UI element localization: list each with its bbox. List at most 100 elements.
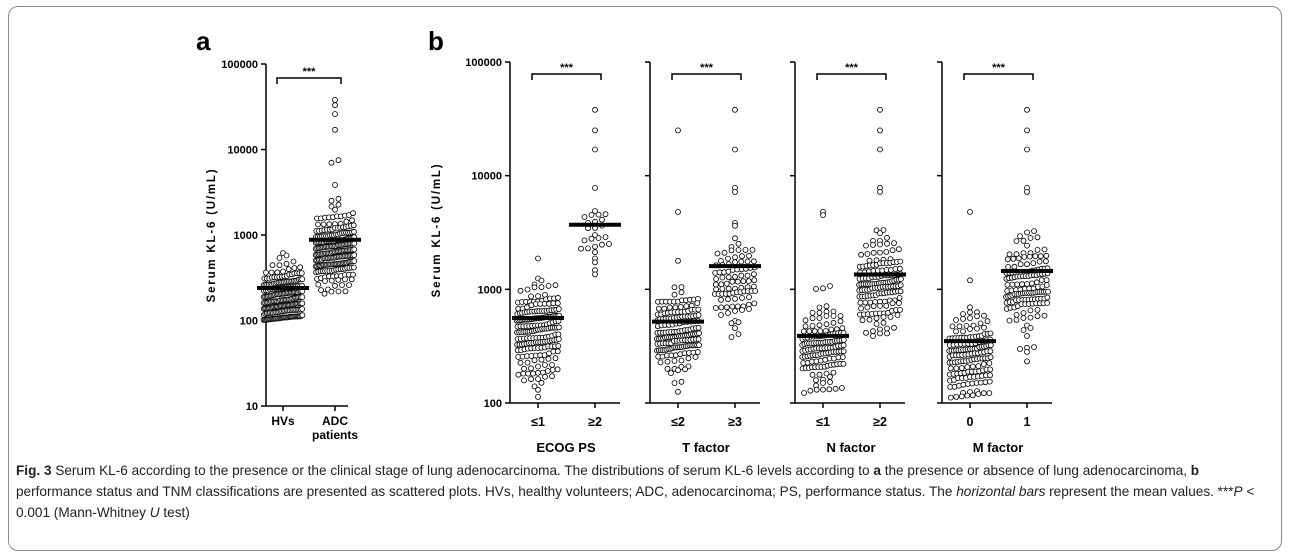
data-point [823, 321, 830, 328]
data-point [555, 331, 562, 338]
data-point [967, 315, 973, 322]
data-point [351, 240, 358, 247]
data-point [896, 246, 902, 253]
data-point [1026, 253, 1033, 260]
data-point [820, 386, 826, 393]
data-point [328, 277, 335, 284]
data-point [735, 240, 742, 247]
data-point [1017, 345, 1023, 352]
data-point [351, 228, 357, 235]
data-point [1020, 315, 1027, 321]
data-point [299, 312, 306, 319]
data-point [883, 248, 890, 255]
data-point [1031, 344, 1037, 351]
data-point [528, 376, 534, 383]
caption-seg3: performance status and TNM classificatio… [16, 484, 953, 499]
data-point [870, 303, 877, 310]
data-point [542, 373, 548, 380]
data-point [712, 281, 719, 288]
data-point [732, 254, 738, 261]
data-point [809, 315, 816, 322]
data-point [328, 197, 335, 204]
data-point [732, 295, 738, 302]
data-point [889, 247, 896, 254]
data-point [315, 281, 322, 288]
data-point [671, 357, 678, 364]
significance-label: *** [845, 62, 859, 74]
data-point [592, 271, 598, 278]
data-point [683, 303, 690, 310]
data-point [870, 241, 876, 248]
data-point [595, 235, 602, 241]
data-point [897, 282, 904, 289]
data-point [827, 283, 833, 289]
data-point [515, 371, 522, 378]
significance-bracket [671, 73, 742, 80]
data-point [723, 304, 730, 311]
data-point [521, 365, 527, 372]
x-tick-label: 0 [967, 415, 974, 429]
data-point [549, 361, 555, 368]
data-point [884, 325, 890, 332]
data-point [859, 317, 866, 324]
caption-title: Serum KL-6 according to the presence or … [55, 463, 561, 478]
data-point [816, 309, 823, 316]
data-point [332, 181, 338, 188]
y-tick-label: 100 [240, 316, 258, 328]
x-axis-label: M factor [973, 440, 1024, 455]
data-point [739, 253, 745, 260]
data-point [967, 208, 973, 215]
data-point [675, 367, 681, 374]
data-point [734, 278, 741, 285]
data-point [749, 246, 756, 253]
data-point [342, 276, 348, 283]
data-point [823, 370, 830, 377]
x-tick-label: HVs [271, 414, 295, 428]
data-point [335, 157, 342, 164]
data-point [987, 372, 993, 379]
data-point [524, 359, 531, 366]
data-point [870, 332, 876, 339]
data-point [820, 285, 826, 292]
data-point [738, 272, 745, 279]
data-point [678, 284, 685, 291]
data-point [732, 325, 738, 332]
data-point [732, 222, 738, 229]
data-point [987, 330, 994, 337]
caption-seg4: represent the mean values. *** [1049, 484, 1234, 499]
data-point [721, 249, 728, 256]
data-point [751, 300, 758, 307]
data-point [290, 258, 297, 265]
data-point [883, 302, 890, 309]
data-point [823, 303, 830, 310]
data-point [269, 262, 276, 269]
data-point [880, 319, 887, 326]
data-point [863, 242, 869, 249]
data-point [535, 393, 541, 400]
caption-label: Fig. 3 [16, 463, 52, 478]
data-point [807, 387, 814, 394]
data-point [592, 208, 598, 215]
data-point [1027, 235, 1034, 241]
data-point [840, 360, 847, 367]
y-tick-label: 10000 [227, 145, 258, 157]
data-point [986, 378, 993, 385]
data-point [735, 319, 742, 326]
data-point [350, 264, 357, 271]
data-point [1043, 252, 1050, 259]
data-point [953, 365, 960, 372]
data-point [552, 355, 559, 362]
data-point [556, 324, 562, 331]
data-point [283, 260, 290, 267]
data-point [332, 97, 338, 103]
significance-label: *** [992, 62, 1006, 74]
data-point [335, 201, 342, 208]
data-point [960, 328, 966, 335]
data-point [1037, 253, 1044, 260]
caption-ref-a: a [873, 463, 881, 478]
x-tick-label: ≥2 [873, 415, 887, 429]
data-point [953, 317, 959, 323]
data-point [335, 276, 342, 283]
y-tick-label: 1000 [234, 230, 258, 242]
